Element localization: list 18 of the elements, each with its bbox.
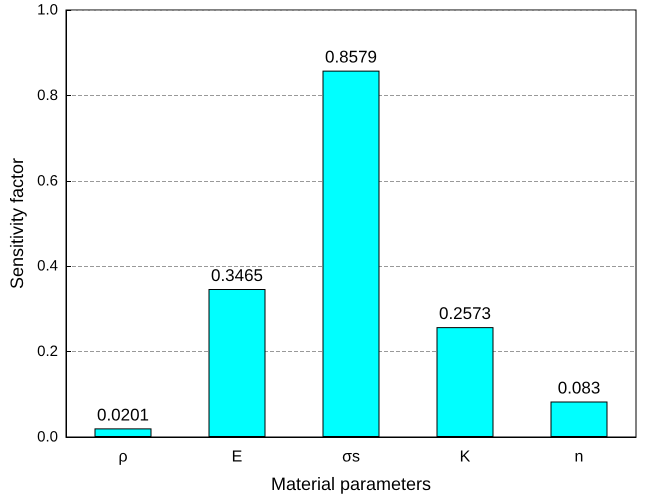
y-tick-label: 0.4 [37, 258, 58, 275]
y-tick-label: 0.8 [37, 86, 58, 104]
y-tick-label: 0.2 [37, 343, 58, 360]
x-tick-label: K [460, 448, 471, 466]
data-label: 0.083 [558, 378, 600, 398]
y-axis-title: Sensitivity factor [7, 158, 27, 290]
y-tick-label: 1.0 [37, 2, 58, 18]
x-tick-label: E [232, 448, 242, 466]
x-tick-label: σs [342, 448, 360, 466]
y-tick-label: 0.6 [37, 172, 58, 190]
x-tick-label: n [574, 448, 584, 466]
data-label: 0.3465 [211, 266, 263, 286]
y-tick-label: 0.0 [37, 428, 58, 446]
data-label: 0.2573 [439, 304, 491, 324]
data-label: 0.8579 [325, 48, 377, 67]
x-axis-title: Material parameters [270, 474, 432, 494]
x-tick-label: ρ [118, 448, 128, 466]
data-label: 0.0201 [97, 405, 149, 424]
